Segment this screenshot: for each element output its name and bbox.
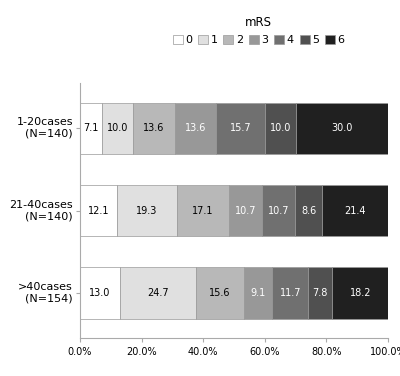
- Text: 10.7: 10.7: [235, 206, 257, 215]
- Bar: [272, 267, 308, 318]
- Bar: [120, 267, 196, 318]
- Bar: [265, 103, 296, 154]
- Bar: [133, 103, 174, 154]
- Text: 10.0: 10.0: [106, 123, 128, 133]
- Text: 12.1: 12.1: [88, 206, 109, 215]
- Text: 7.1: 7.1: [83, 123, 99, 133]
- Bar: [244, 267, 272, 318]
- Bar: [308, 267, 332, 318]
- Text: 9.1: 9.1: [250, 288, 266, 298]
- Bar: [322, 185, 388, 236]
- Text: 18.2: 18.2: [350, 288, 371, 298]
- Bar: [80, 267, 120, 318]
- Bar: [80, 185, 117, 236]
- Text: 17.1: 17.1: [192, 206, 214, 215]
- Legend: 0, 1, 2, 3, 4, 5, 6: 0, 1, 2, 3, 4, 5, 6: [168, 12, 349, 50]
- Bar: [177, 185, 229, 236]
- Text: 15.6: 15.6: [209, 288, 231, 298]
- Bar: [296, 103, 388, 154]
- Bar: [102, 103, 133, 154]
- Bar: [332, 267, 388, 318]
- Bar: [262, 185, 295, 236]
- Text: 13.6: 13.6: [185, 123, 206, 133]
- Text: 10.0: 10.0: [270, 123, 291, 133]
- Text: 13.6: 13.6: [143, 123, 164, 133]
- Text: 13.0: 13.0: [89, 288, 111, 298]
- Bar: [295, 185, 322, 236]
- Bar: [80, 103, 102, 154]
- Text: 8.6: 8.6: [301, 206, 316, 215]
- Text: 30.0: 30.0: [331, 123, 352, 133]
- Bar: [216, 103, 265, 154]
- Text: 7.8: 7.8: [312, 288, 328, 298]
- Bar: [117, 185, 177, 236]
- Text: 11.7: 11.7: [280, 288, 301, 298]
- Bar: [174, 103, 216, 154]
- Bar: [196, 267, 244, 318]
- Text: 19.3: 19.3: [136, 206, 158, 215]
- Text: 21.4: 21.4: [344, 206, 366, 215]
- Bar: [229, 185, 262, 236]
- Text: 15.7: 15.7: [230, 123, 252, 133]
- Text: 10.7: 10.7: [268, 206, 290, 215]
- Text: 24.7: 24.7: [147, 288, 169, 298]
